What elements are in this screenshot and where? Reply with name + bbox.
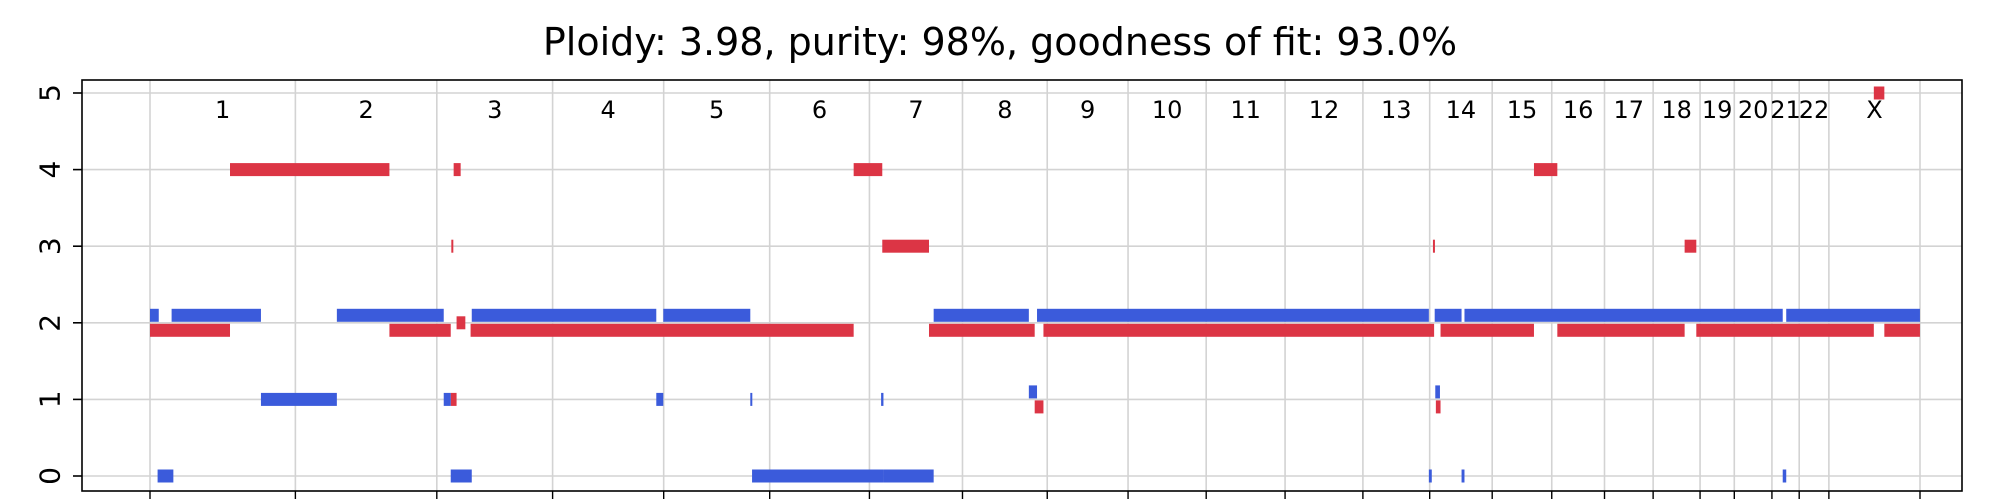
chromosome-label: 17	[1614, 96, 1645, 124]
chromosome-label: 9	[1080, 96, 1095, 124]
major-cn-segment	[1043, 323, 1435, 337]
chart-title: Ploidy: 3.98, purity: 98%, goodness of f…	[543, 20, 1457, 64]
major-cn-segment	[1034, 400, 1044, 414]
minor-cn-segment	[450, 469, 472, 483]
chromosome-label: 3	[487, 96, 502, 124]
major-cn-segment	[230, 163, 390, 177]
chromosome-label: 10	[1152, 96, 1183, 124]
minor-cn-segment	[750, 392, 753, 406]
major-cn-segment	[470, 323, 854, 337]
chromosome-label: 1	[215, 96, 230, 124]
chromosome-label: 4	[601, 96, 616, 124]
major-cn-segment	[1873, 86, 1885, 100]
minor-cn-segment	[171, 308, 261, 322]
minor-cn-segment	[1461, 469, 1465, 483]
minor-cn-segment	[1428, 469, 1432, 483]
major-cn-segment	[1533, 163, 1558, 177]
major-cn-segment	[882, 239, 929, 253]
minor-cn-segment	[883, 469, 934, 483]
major-cn-segment	[450, 392, 457, 406]
major-cn-segment	[453, 163, 461, 177]
major-cn-segment	[389, 323, 451, 337]
minor-cn-segment	[1037, 308, 1429, 322]
major-cn-segment	[1432, 239, 1435, 253]
minor-cn-segment	[1464, 308, 1783, 322]
chromosome-label: 21	[1770, 96, 1801, 124]
segment-layer	[150, 86, 1920, 483]
major-cn-segment	[928, 323, 1035, 337]
minor-cn-segment	[663, 308, 751, 322]
minor-cn-segment	[1782, 469, 1787, 483]
minor-cn-segment	[656, 392, 664, 406]
minor-cn-segment	[933, 308, 1029, 322]
chromosome-label: 13	[1381, 96, 1412, 124]
chromosome-label: 22	[1799, 96, 1830, 124]
chromosome-label: 6	[812, 96, 827, 124]
minor-cn-segment	[752, 469, 884, 483]
major-cn-segment	[853, 163, 883, 177]
minor-cn-segment	[1434, 308, 1462, 322]
chromosome-label: X	[1866, 96, 1882, 124]
y-tick-label: 3	[34, 237, 67, 255]
major-cn-segment	[150, 323, 231, 337]
chromosome-label: 8	[997, 96, 1012, 124]
chromosome-label: 16	[1563, 96, 1594, 124]
chromosome-label: 7	[908, 96, 923, 124]
major-cn-segment	[1440, 323, 1534, 337]
chromosome-label: 15	[1507, 96, 1538, 124]
minor-cn-segment	[157, 469, 174, 483]
major-cn-segment	[1435, 400, 1441, 414]
chromosome-label: 2	[358, 96, 373, 124]
y-tick-label: 4	[34, 161, 67, 179]
minor-cn-segment	[471, 308, 657, 322]
major-cn-segment	[451, 239, 454, 253]
y-tick-label: 0	[34, 467, 67, 485]
major-cn-segment	[1684, 239, 1697, 253]
minor-cn-segment	[1028, 385, 1038, 399]
minor-cn-segment	[1786, 308, 1920, 322]
major-cn-segment	[1884, 323, 1920, 337]
plot-frame	[81, 79, 1963, 492]
chromosome-label: 18	[1661, 96, 1692, 124]
chromosome-label: 11	[1230, 96, 1261, 124]
minor-cn-segment	[443, 392, 451, 406]
chromosome-label: 5	[709, 96, 724, 124]
y-tick-label: 1	[34, 390, 67, 408]
chromosome-label: 14	[1446, 96, 1477, 124]
major-cn-segment	[456, 316, 466, 330]
chromosome-label: 12	[1309, 96, 1340, 124]
major-cn-segment	[1557, 323, 1685, 337]
major-cn-segment	[1696, 323, 1874, 337]
minor-cn-segment	[260, 392, 337, 406]
minor-cn-segment	[336, 308, 444, 322]
y-tick-label: 5	[34, 84, 67, 102]
minor-cn-segment	[881, 392, 884, 406]
minor-cn-segment	[1435, 385, 1440, 399]
grid-layer	[82, 80, 1962, 491]
y-tick-label: 2	[34, 314, 67, 332]
chromosome-label: 20	[1738, 96, 1769, 124]
chromosome-label: 19	[1702, 96, 1733, 124]
minor-cn-segment	[150, 308, 159, 322]
